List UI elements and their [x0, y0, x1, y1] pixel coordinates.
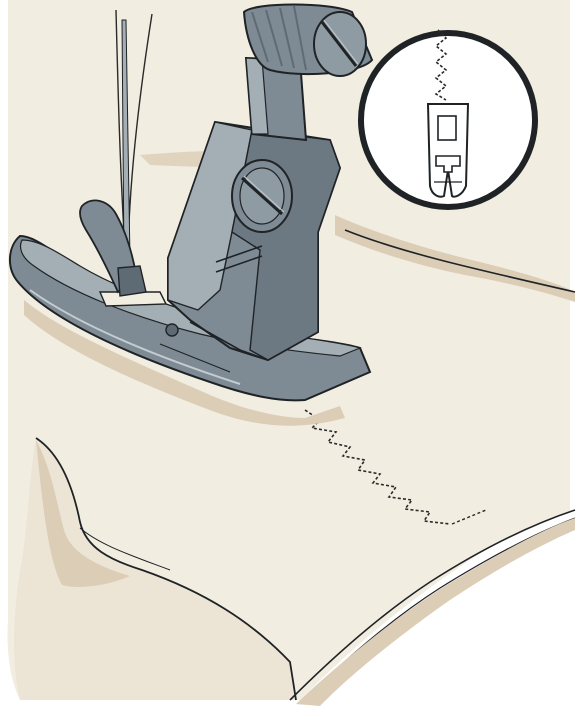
fabric-flap-crease: [79, 527, 171, 571]
needle-and-thread: [115, 9, 153, 265]
presser-foot-icon: [9, 3, 374, 426]
fabric-fold-right-line: [344, 229, 576, 293]
fabric-front-flap-shadow: [36, 440, 130, 587]
fabric-hem-shadow: [296, 518, 575, 706]
inset-foot-window: [437, 115, 457, 141]
magnifier-inset-icon: [358, 29, 538, 210]
zigzag-stitch-icon: [304, 409, 487, 525]
fabric-fold-right: [335, 215, 575, 302]
top-knob-icon: [242, 3, 374, 77]
foot-left-toe-face: [117, 265, 147, 297]
shank-lower-edge: [189, 321, 269, 361]
stitch-tail: [451, 509, 487, 525]
inset-zigzag-stitch: [434, 29, 448, 101]
shank-front-face: [167, 121, 253, 311]
foot-sole-edge-highlight: [29, 289, 241, 385]
foot-sole-groove: [159, 343, 231, 373]
foot-sole-top-face: [19, 239, 362, 357]
fabric-hem-edge-1: [289, 509, 576, 701]
fabric-front-flap-edge: [35, 437, 297, 701]
shank-slot-line-2: [215, 255, 263, 273]
inset-foot-icon: [426, 103, 470, 198]
foot-screw-hole: [165, 323, 179, 337]
inset-foot-slot: [435, 155, 461, 173]
fabric-front-flap: [14, 438, 296, 700]
shank-slot-line-1: [215, 245, 263, 263]
zigzag-stitch-line: [304, 409, 451, 525]
shank-screw-icon: [231, 159, 293, 233]
